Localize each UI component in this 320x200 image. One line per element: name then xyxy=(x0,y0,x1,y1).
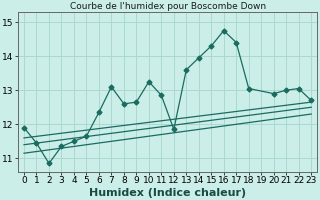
X-axis label: Humidex (Indice chaleur): Humidex (Indice chaleur) xyxy=(89,188,246,198)
Title: Courbe de l'humidex pour Boscombe Down: Courbe de l'humidex pour Boscombe Down xyxy=(69,2,266,11)
